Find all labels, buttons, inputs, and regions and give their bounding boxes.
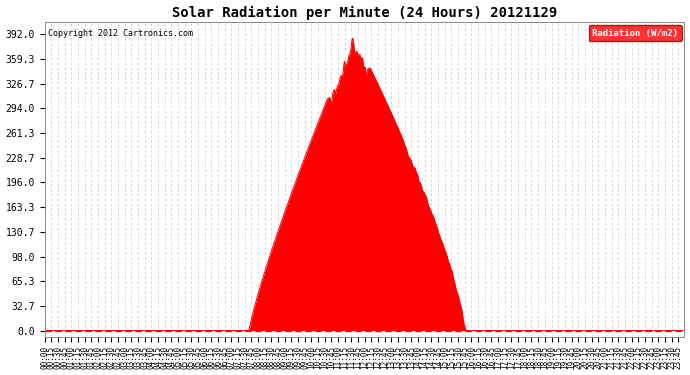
Legend: Radiation (W/m2): Radiation (W/m2) (589, 25, 682, 41)
Text: Copyright 2012 Cartronics.com: Copyright 2012 Cartronics.com (48, 28, 193, 38)
Title: Solar Radiation per Minute (24 Hours) 20121129: Solar Radiation per Minute (24 Hours) 20… (172, 6, 557, 20)
